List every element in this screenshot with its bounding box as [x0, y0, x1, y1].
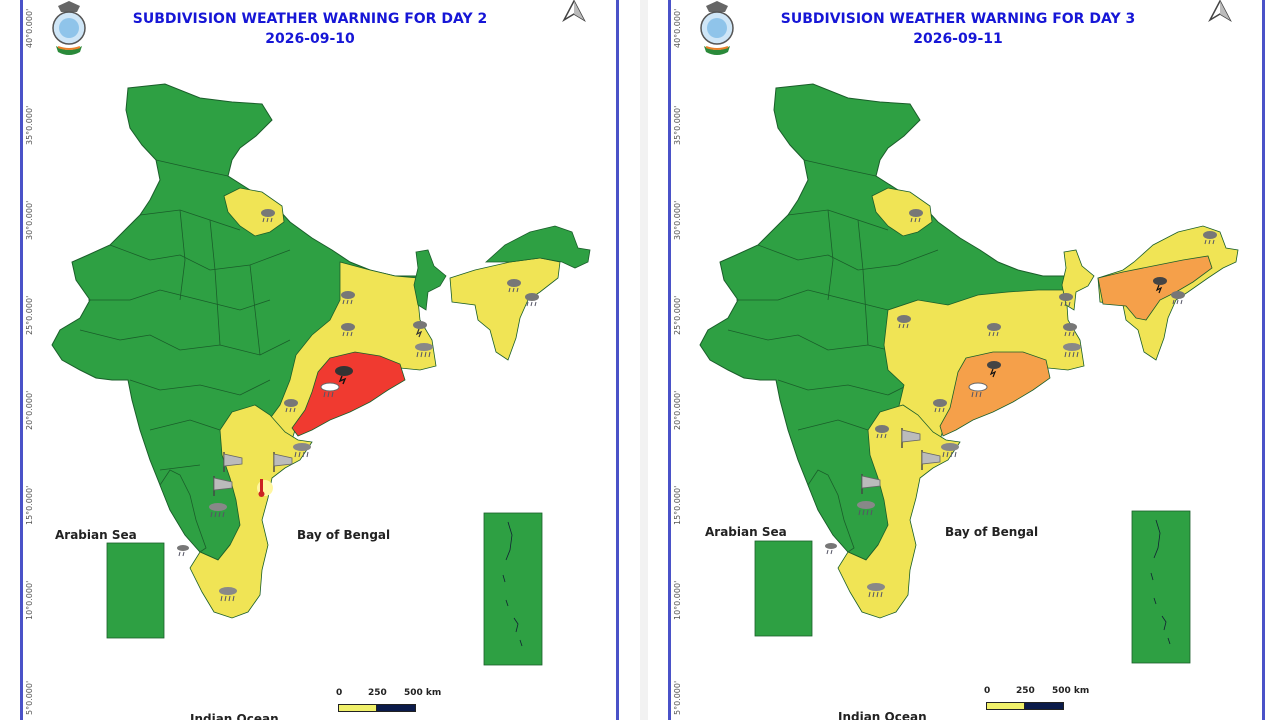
- thunderstorm-icon: [413, 321, 427, 338]
- subdivision-region: [223, 187, 285, 237]
- subdivision-region: [1061, 249, 1095, 311]
- scale-tick-label: 250: [368, 688, 387, 698]
- heavy-rain-icon: [1063, 343, 1081, 358]
- thunderstorm-icon: [335, 366, 353, 385]
- imd-emblem-icon: [52, 1, 86, 55]
- heavy-rain-icon: [219, 587, 237, 602]
- india-map: [699, 83, 1239, 664]
- map-frame-left: [668, 0, 671, 720]
- map-frame-left: [20, 0, 23, 720]
- map-panel-day3: SUBDIVISION WEATHER WARNING FOR DAY 3 20…: [648, 0, 1280, 720]
- scale-tick-label: 0: [984, 686, 991, 696]
- map-date: 2026-09-10: [265, 31, 355, 47]
- gusty-wind-icon: [213, 476, 233, 496]
- heavy-rain-icon: [941, 443, 959, 458]
- heavy-rain-icon: [177, 545, 189, 557]
- andaman-islands: [502, 521, 523, 647]
- map-panel-day2: SUBDIVISION WEATHER WARNING FOR DAY 2 20…: [20, 0, 619, 720]
- sea-label: Arabian Sea: [705, 525, 787, 539]
- lakshadweep-inset: [106, 542, 165, 639]
- north-arrow-icon: [562, 0, 586, 22]
- scale-tick-label: 0: [336, 688, 343, 698]
- map-frame-right: [1262, 0, 1265, 720]
- panel-divider: [640, 0, 648, 720]
- sea-label: Bay of Bengal: [297, 528, 391, 542]
- map-date: 2026-09-11: [913, 31, 1003, 47]
- heavy-rain-icon: [341, 323, 355, 337]
- sea-label: Indian Ocean: [838, 710, 927, 720]
- heavy-rain-icon: [875, 425, 889, 439]
- heavy-rain-icon: [415, 343, 433, 358]
- scale-tick-label: 500 km: [404, 688, 442, 698]
- subdivision-region: [449, 257, 561, 361]
- heavy-rain-icon: [1063, 323, 1077, 337]
- sea-label: Bay of Bengal: [945, 525, 1039, 539]
- thunderstorm-icon: [987, 361, 1001, 378]
- subdivision-region: [871, 187, 933, 237]
- andaman-inset: [483, 512, 543, 666]
- heavy-rain-icon: [507, 279, 521, 293]
- scale-bar: 0 250 500 km: [336, 688, 448, 714]
- subdivision-region: [413, 249, 447, 311]
- map-frame-right: [616, 0, 619, 720]
- heavy-rain-icon: [320, 382, 340, 398]
- heavy-rain-icon: [825, 543, 837, 555]
- andaman-inset: [1131, 510, 1191, 664]
- heavy-rain-icon: [1059, 293, 1073, 307]
- heavy-rain-icon: [968, 382, 988, 398]
- heavy-rain-icon: [209, 503, 227, 518]
- subdivision-region: [291, 351, 406, 437]
- subdivision-region: [939, 351, 1051, 437]
- imd-emblem-icon: [700, 1, 734, 55]
- map-title: SUBDIVISION WEATHER WARNING FOR DAY 2: [132, 11, 488, 27]
- heavy-rain-icon: [987, 323, 1001, 337]
- andaman-islands: [1150, 519, 1171, 645]
- heavy-rain-icon: [525, 293, 539, 307]
- gusty-wind-icon: [861, 474, 881, 494]
- heavy-rain-icon: [909, 209, 923, 223]
- heavy-rain-icon: [897, 315, 911, 329]
- sea-label: Indian Ocean: [190, 712, 279, 720]
- north-arrow-icon: [1208, 0, 1232, 22]
- heavy-rain-icon: [1203, 231, 1217, 245]
- lakshadweep-inset: [754, 540, 813, 637]
- heavy-rain-icon: [1171, 291, 1185, 305]
- map-title: SUBDIVISION WEATHER WARNING FOR DAY 3: [780, 11, 1136, 27]
- sea-label: Arabian Sea: [55, 528, 137, 542]
- india-map: [51, 83, 591, 666]
- heavy-rain-icon: [867, 583, 885, 598]
- scale-bar: 0 250 500 km: [984, 686, 1096, 712]
- heavy-rain-icon: [293, 443, 311, 458]
- subdivision-boundaries: [79, 159, 291, 471]
- subdivision-region: [807, 469, 855, 553]
- heavy-rain-icon: [933, 399, 947, 413]
- gusty-wind-icon: [901, 428, 921, 448]
- heavy-rain-icon: [857, 501, 875, 516]
- heavy-rain-icon: [284, 399, 298, 413]
- hot-humid-icon: [257, 479, 273, 497]
- scale-tick-label: 250: [1016, 686, 1035, 696]
- subdivision-region: [484, 225, 591, 269]
- scale-tick-label: 500 km: [1052, 686, 1090, 696]
- gusty-wind-icon: [921, 450, 941, 470]
- subdivision-region: [159, 469, 207, 553]
- gusty-wind-icon: [223, 452, 243, 472]
- gusty-wind-icon: [273, 452, 293, 472]
- heavy-rain-icon: [341, 291, 355, 305]
- thunderstorm-icon: [1153, 277, 1167, 294]
- subdivision-region: [1097, 255, 1213, 321]
- heavy-rain-icon: [261, 209, 275, 223]
